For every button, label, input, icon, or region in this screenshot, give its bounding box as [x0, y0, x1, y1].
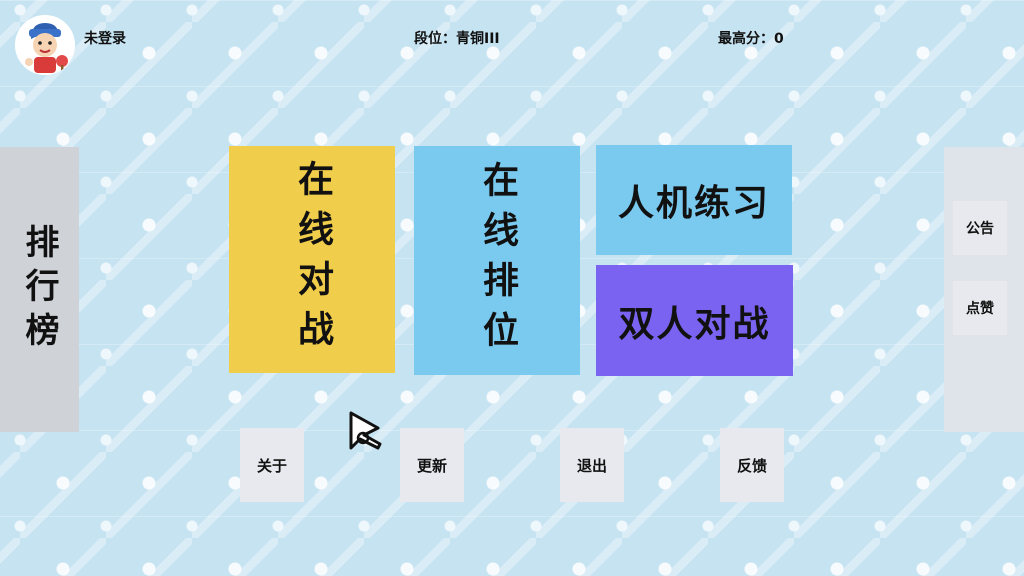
right-side-panel: 公告 点赞	[944, 147, 1024, 432]
two-player-battle-button[interactable]: 双人对战	[596, 265, 793, 376]
update-label: 更新	[416, 456, 447, 475]
online-ranked-label: 在线排位	[477, 160, 518, 361]
like-button[interactable]: 点赞	[953, 281, 1007, 335]
like-label: 点赞	[966, 301, 994, 317]
top-bar: 未登录 段位：青铜III 最高分：0	[0, 0, 1024, 80]
notice-button[interactable]: 公告	[953, 201, 1007, 255]
ai-practice-button[interactable]: 人机练习	[596, 145, 792, 255]
online-battle-button[interactable]: 在线对战	[229, 146, 395, 373]
exit-button[interactable]: 退出	[560, 428, 624, 502]
update-button[interactable]: 更新	[400, 428, 464, 502]
about-button[interactable]: 关于	[240, 428, 304, 502]
online-battle-label: 在线对战	[292, 159, 333, 360]
feedback-button[interactable]: 反馈	[720, 428, 784, 502]
online-ranked-button[interactable]: 在线排位	[414, 146, 580, 375]
rank-label: 段位：青铜III	[414, 31, 500, 47]
leaderboard-label: 排行榜	[19, 223, 59, 356]
exit-label: 退出	[576, 456, 607, 475]
high-score-label: 最高分：0	[718, 31, 784, 47]
avatar-boy-icon	[15, 15, 75, 75]
feedback-label: 反馈	[736, 456, 767, 475]
about-label: 关于	[256, 456, 287, 475]
leaderboard-button[interactable]: 排行榜	[0, 147, 79, 432]
notice-label: 公告	[966, 221, 994, 237]
ai-practice-label: 人机练习	[617, 183, 770, 224]
user-avatar[interactable]	[15, 15, 75, 75]
login-status[interactable]: 未登录	[84, 31, 126, 47]
two-player-battle-label: 双人对战	[618, 303, 771, 345]
arrow-cursor-icon	[349, 411, 382, 450]
